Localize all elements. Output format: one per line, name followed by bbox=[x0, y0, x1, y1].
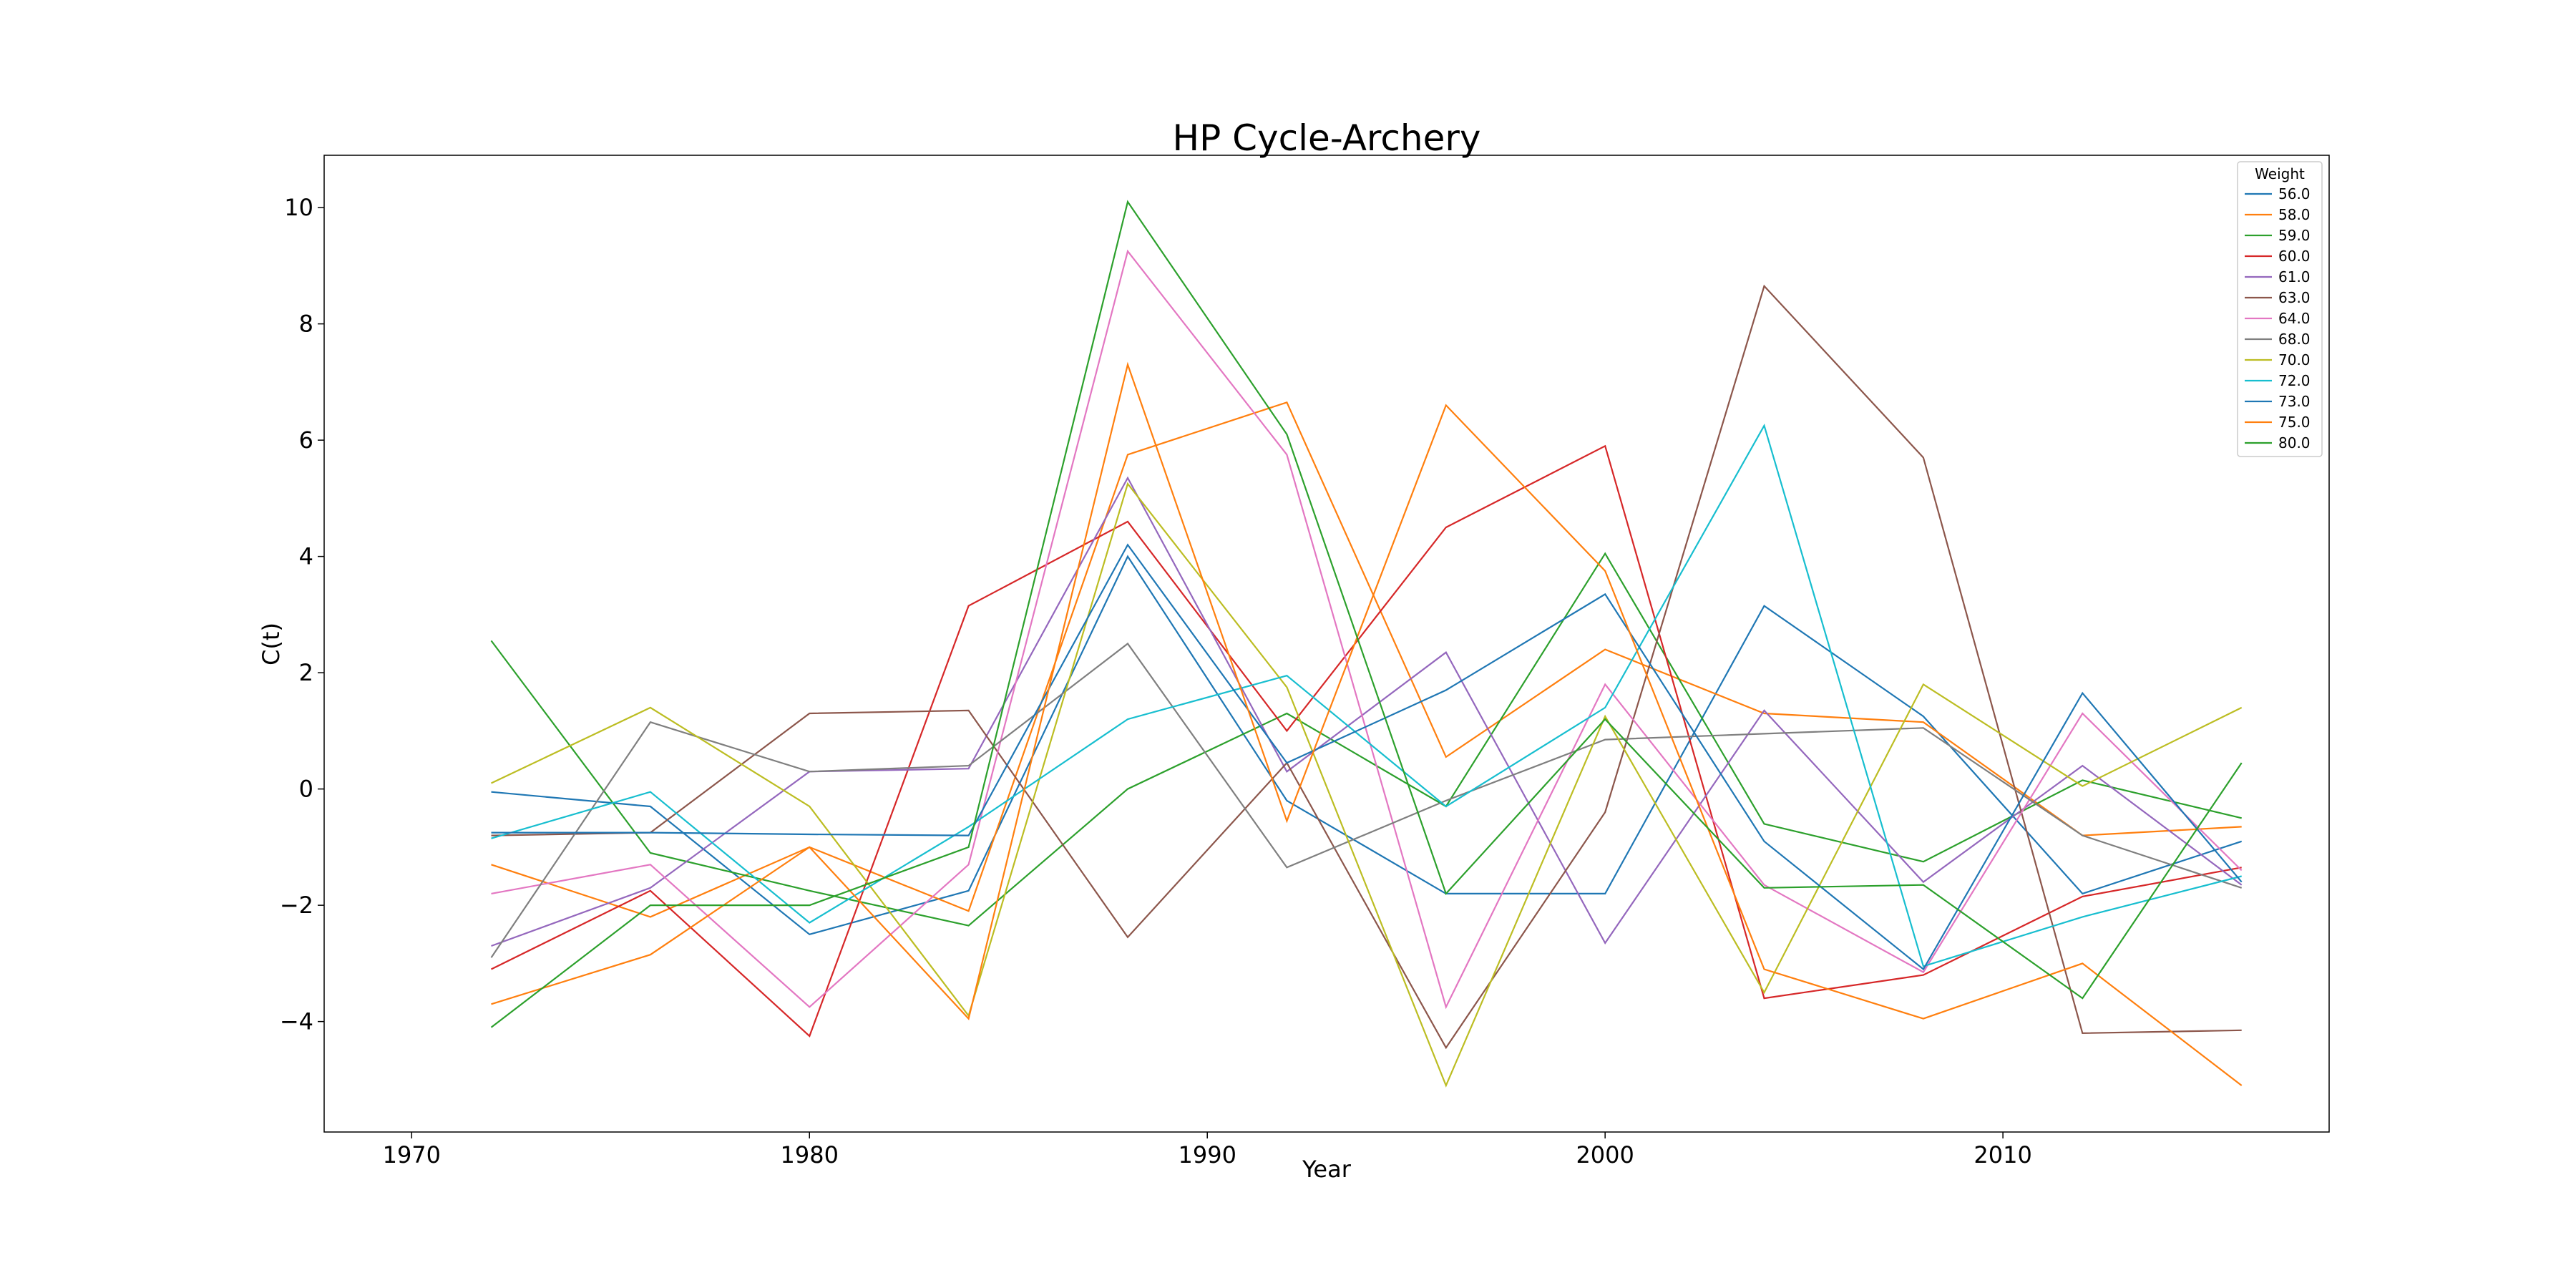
series-line-70.0 bbox=[491, 482, 2243, 1088]
legend-label: 64.0 bbox=[2278, 310, 2311, 327]
legend-title: Weight bbox=[2255, 165, 2305, 182]
x-tick-label: 1990 bbox=[1178, 1141, 1236, 1169]
legend-label: 59.0 bbox=[2278, 227, 2311, 244]
y-tick-label: 10 bbox=[284, 194, 313, 221]
legend-label: 73.0 bbox=[2278, 393, 2311, 410]
x-axis-label: Year bbox=[1302, 1156, 1352, 1183]
x-tick-label: 1970 bbox=[383, 1141, 441, 1169]
series-line-64.0 bbox=[491, 249, 2243, 1010]
series-line-80.0 bbox=[490, 200, 2243, 1028]
y-tick-label: 6 bbox=[299, 426, 313, 454]
legend-label: 60.0 bbox=[2278, 248, 2311, 265]
legend-label: 56.0 bbox=[2278, 185, 2311, 203]
legend-label: 80.0 bbox=[2278, 434, 2311, 452]
series-line-73.0 bbox=[491, 543, 2243, 971]
x-tick-label: 2000 bbox=[1576, 1141, 1634, 1169]
legend-label: 63.0 bbox=[2278, 289, 2311, 306]
series-line-58.0 bbox=[491, 401, 2242, 918]
legend-label: 70.0 bbox=[2278, 351, 2311, 369]
x-tick-label: 2010 bbox=[1974, 1141, 2031, 1169]
legend-entries: 56.0 58.0 59.0 60.0 61.0 63.0 64.0 68.0 70.0 72.0… bbox=[2245, 185, 2311, 452]
y-tick-label: 4 bbox=[299, 543, 313, 570]
y-axis-label: C(t) bbox=[258, 623, 285, 665]
legend-label: 61.0 bbox=[2278, 268, 2311, 286]
legend-label: 58.0 bbox=[2278, 206, 2311, 223]
x-tick-label: 1980 bbox=[781, 1141, 839, 1169]
series-line-60.0 bbox=[491, 444, 2242, 1038]
series-line-63.0 bbox=[491, 284, 2242, 1050]
chart-title: HP Cycle-Archery bbox=[1173, 117, 1481, 159]
series-line-75.0 bbox=[491, 361, 2243, 1086]
legend-label: 75.0 bbox=[2278, 414, 2311, 431]
y-tick-label: 0 bbox=[299, 776, 313, 803]
y-tick-label: 2 bbox=[299, 659, 313, 686]
y-axis: −4 −2 0 2 4 6 8 10 bbox=[280, 194, 324, 1035]
y-tick-label: −2 bbox=[280, 892, 313, 919]
series-line-72.0 bbox=[491, 423, 2242, 967]
legend: Weight 56.0 58.0 59.0 60.0 61.0 63.0 64.0 68.0 7… bbox=[2237, 161, 2323, 457]
legend-label: 72.0 bbox=[2278, 372, 2311, 389]
y-tick-label: 8 bbox=[299, 311, 313, 338]
series-line-61.0 bbox=[491, 476, 2243, 947]
x-axis: 1970 1980 1990 2000 2010 bbox=[383, 1132, 2032, 1169]
plot-lines bbox=[490, 200, 2243, 1088]
legend-label: 68.0 bbox=[2278, 331, 2311, 348]
y-tick-label: −4 bbox=[280, 1008, 313, 1035]
plot-frame bbox=[323, 155, 2330, 1133]
series-line-68.0 bbox=[490, 642, 2243, 958]
series-line-59.0 bbox=[490, 552, 2242, 927]
